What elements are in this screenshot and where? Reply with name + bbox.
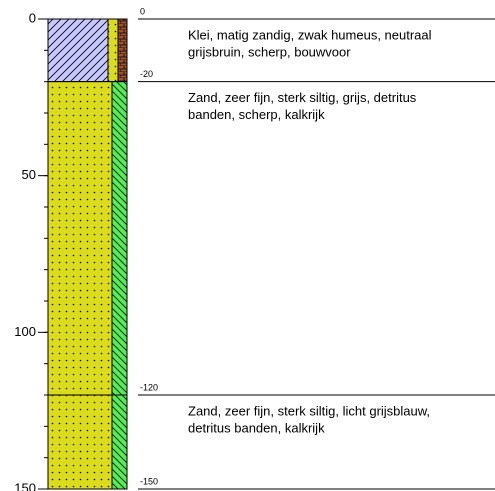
layer-column <box>111 394 128 490</box>
layer-description: detritus banden, kalkrijk <box>188 420 325 435</box>
layer-column <box>107 18 119 83</box>
layer-description: Zand, zeer fijn, sterk siltig, grijs, de… <box>188 90 417 105</box>
boundary-label: -150 <box>140 476 158 486</box>
layer-column <box>47 394 113 490</box>
depth-tick-label: 50 <box>22 167 36 182</box>
depth-tick-label: 100 <box>14 324 36 339</box>
layer-column <box>117 18 128 83</box>
layer-description: grijsbruin, scherp, bouwvoor <box>188 44 351 59</box>
depth-tick-label: 150 <box>14 480 36 491</box>
depth-tick-label: 0 <box>29 10 36 25</box>
layer-column <box>47 81 113 396</box>
layer-column <box>47 18 109 83</box>
layer-description: Zand, zeer fijn, sterk siltig, licht gri… <box>188 403 430 418</box>
layer-column <box>111 81 128 396</box>
boundary-label: -120 <box>140 382 158 392</box>
layer-description: Klei, matig zandig, zwak humeus, neutraa… <box>188 27 432 42</box>
boundary-label: 0 <box>140 6 145 16</box>
layer-description: banden, scherp, kalkrijk <box>188 107 325 122</box>
boundary-label: -20 <box>140 69 153 79</box>
